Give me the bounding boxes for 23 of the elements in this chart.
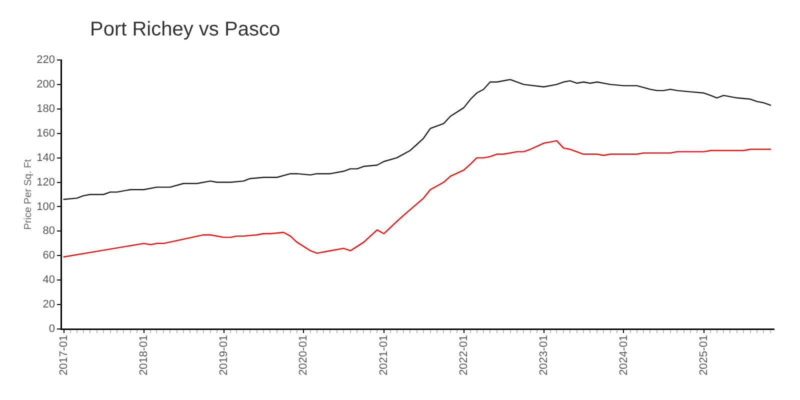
y-tick-label: 120 [36, 176, 55, 188]
y-tick-label: 40 [42, 274, 55, 286]
x-tick-label: 2025-01 [698, 335, 710, 376]
y-tick-label: 220 [36, 54, 55, 66]
x-tick-label: 2019-01 [218, 335, 230, 376]
y-tick-label: 0 [48, 323, 55, 336]
x-tick-label: 2021-01 [378, 335, 390, 376]
y-tick-label: 100 [36, 200, 55, 213]
y-tick-label: 200 [36, 78, 55, 90]
x-tick-label: 2020-01 [298, 335, 310, 376]
y-tick-label: 140 [36, 152, 55, 164]
y-tick-label: 80 [42, 225, 55, 238]
x-tick-label: 2017-01 [58, 335, 70, 376]
y-axis-title: Price Per Sq. Ft [22, 158, 34, 230]
y-tick-label: 20 [42, 298, 55, 311]
x-tick-label: 2022-01 [458, 335, 470, 376]
y-tick-label: 160 [36, 127, 55, 140]
chart-title: Port Richey vs Pasco [90, 18, 280, 41]
y-tick-label: 60 [42, 250, 55, 262]
y-tick-label: 180 [36, 102, 55, 115]
x-tick-label: 2024-01 [618, 335, 630, 376]
x-tick-label: 2023-01 [538, 335, 550, 376]
x-tick-label: 2018-01 [138, 335, 150, 376]
